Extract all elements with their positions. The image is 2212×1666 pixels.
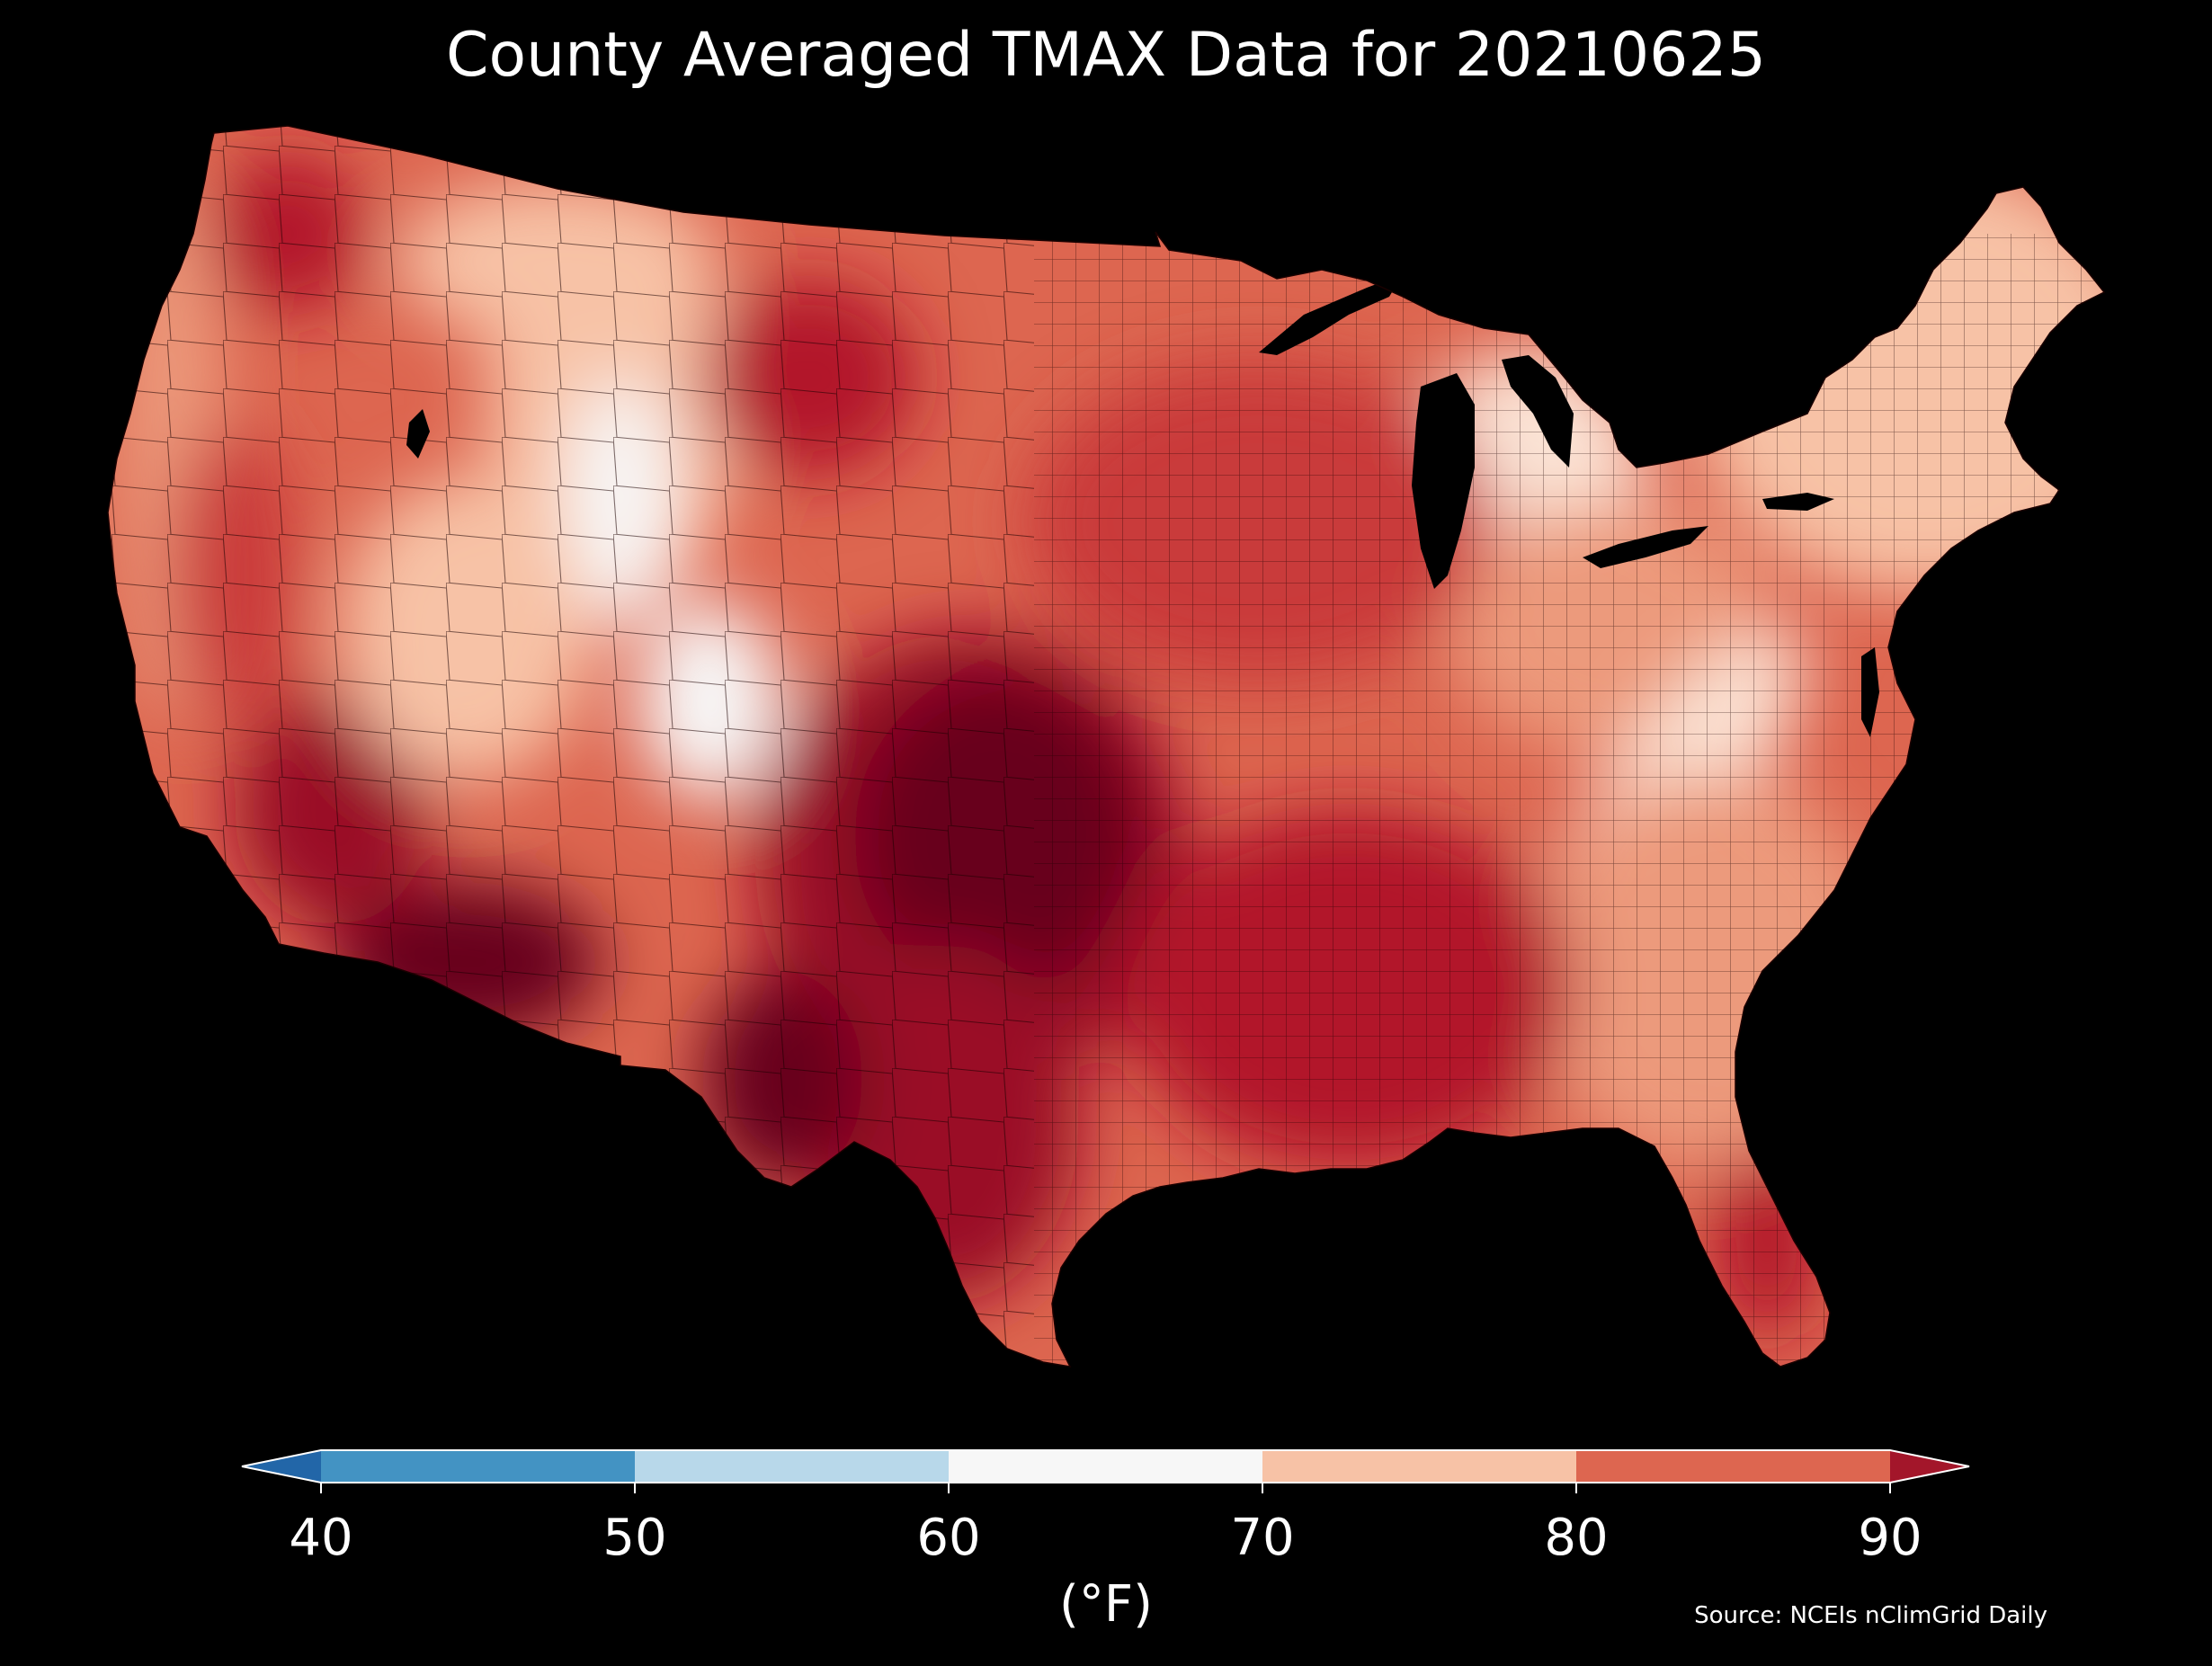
colorbar-bin-80-90	[1576, 1450, 1890, 1483]
colorbar	[241, 1449, 1970, 1493]
colorbar-tick-label-80: 80	[1544, 1509, 1609, 1567]
colorbar-bin-50-60	[635, 1450, 949, 1483]
county-borders-west	[108, 126, 1034, 1367]
lake-ontario	[1762, 493, 1834, 511]
map-title: County Averaged TMAX Data for 20210625	[446, 20, 1766, 91]
colorbar-tick-label-70: 70	[1230, 1509, 1295, 1567]
colorbar-extend-low	[242, 1450, 321, 1483]
source-note: Source: NCEIs nClimGrid Daily	[1694, 1602, 2047, 1629]
chesapeake-bay	[1861, 647, 1879, 737]
colorbar-tick-label-60: 60	[916, 1509, 981, 1567]
colorbar-tick-label-50: 50	[602, 1509, 667, 1567]
colorbar-bin-70-80	[1262, 1450, 1576, 1483]
lake-superior	[1259, 274, 1403, 355]
colorbar-tick-label-90: 90	[1858, 1509, 1922, 1567]
great-salt-lake	[406, 409, 430, 459]
lake-michigan	[1412, 373, 1475, 589]
colorbar-unit-label: (°F)	[1059, 1575, 1153, 1634]
colorbar-bin-40-50	[321, 1450, 635, 1483]
colorbar-bin-60-70	[949, 1450, 1262, 1483]
colorbar-tick-label-40: 40	[289, 1509, 353, 1567]
colorbar-extend-high	[1890, 1450, 1969, 1483]
lake-erie	[1583, 526, 1708, 568]
lake-huron	[1502, 355, 1574, 468]
